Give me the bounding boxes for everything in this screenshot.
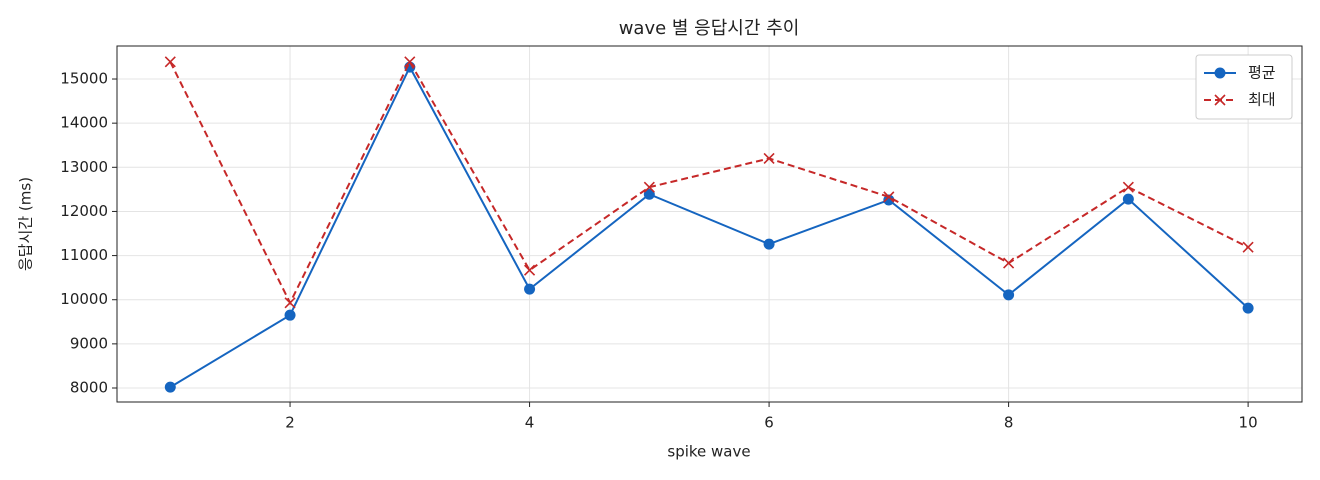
y-tick-label: 12000 <box>60 202 108 220</box>
marker <box>1003 257 1015 269</box>
y-tick-label: 10000 <box>60 290 108 308</box>
marker <box>1242 241 1254 253</box>
marker <box>524 283 536 295</box>
y-tick-label: 15000 <box>60 70 108 88</box>
x-tick-label: 10 <box>1239 414 1258 432</box>
marker <box>523 264 536 276</box>
marker <box>1122 193 1134 205</box>
legend-box <box>1195 54 1293 120</box>
marker <box>164 381 176 393</box>
marker <box>763 152 775 165</box>
y-tick-label: 11000 <box>60 246 108 264</box>
x-tick-label: 6 <box>764 414 774 432</box>
marker <box>164 56 176 68</box>
legend-label: 최대 <box>1248 91 1276 109</box>
x-tick-label: 2 <box>285 414 295 432</box>
y-tick-label: 8000 <box>70 379 108 397</box>
legend-marker <box>1214 67 1226 79</box>
legend-marker <box>1214 94 1226 106</box>
chart-title: wave 별 응답시간 추이 <box>619 18 800 39</box>
y-tick-label: 13000 <box>60 158 108 176</box>
marker <box>643 188 655 200</box>
marker <box>404 56 416 68</box>
x-axis-label: spike wave <box>667 443 750 461</box>
legend-label: 평균 <box>1248 64 1276 82</box>
marker <box>643 181 655 193</box>
marker <box>1242 302 1254 314</box>
y-tick-label: 9000 <box>70 334 108 352</box>
y-tick-label: 14000 <box>60 114 108 132</box>
line <box>169 64 1249 388</box>
marker <box>284 309 296 321</box>
plot-frame <box>116 45 1303 403</box>
marker <box>284 297 296 309</box>
marker <box>883 191 895 203</box>
marker <box>1003 289 1015 301</box>
y-axis-label: 응답시간 (ms) <box>17 177 35 271</box>
x-tick-label: 8 <box>1004 414 1014 432</box>
marker <box>1122 181 1134 193</box>
marker <box>763 238 775 250</box>
x-tick-label: 4 <box>525 414 535 432</box>
line <box>169 59 1249 306</box>
marker <box>883 194 895 206</box>
